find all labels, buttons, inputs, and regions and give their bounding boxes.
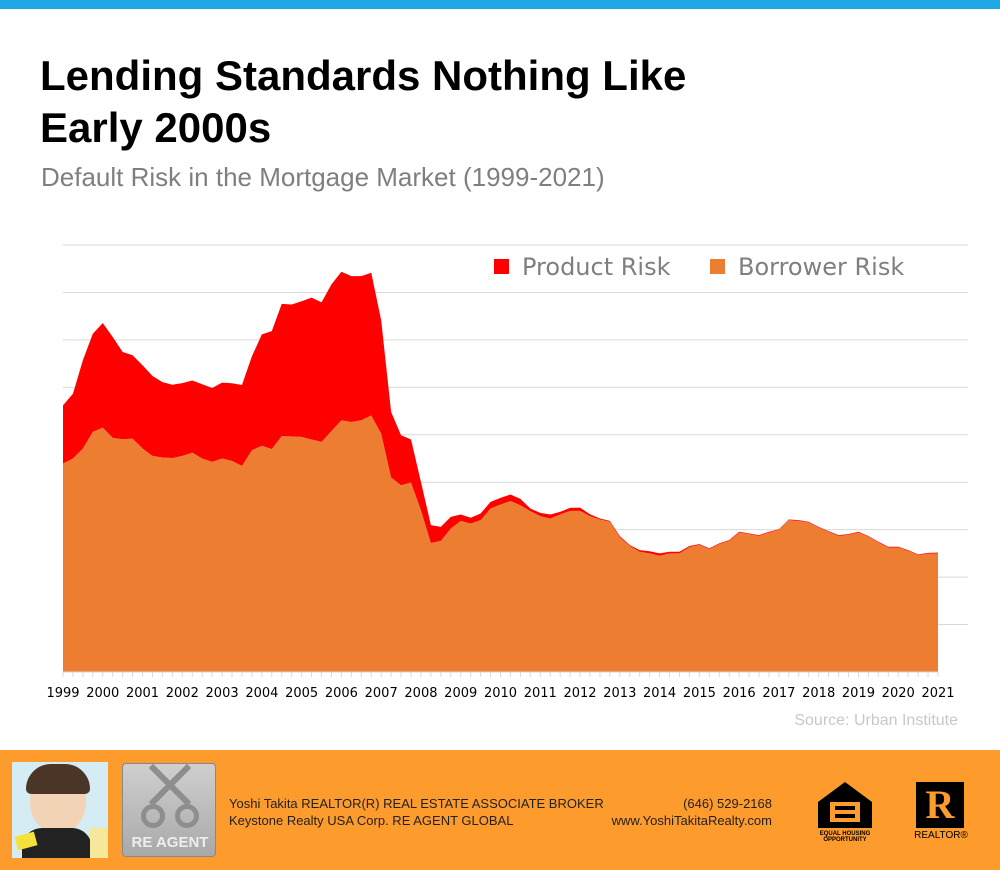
website-link[interactable]: www.YoshiTakitaRealty.com: [611, 813, 772, 828]
x-tick-label: 2002: [166, 686, 199, 701]
agent-caricature-photo: [12, 762, 108, 858]
legend-label-product-risk: Product Risk: [522, 253, 671, 281]
agent-name-line: Yoshi Takita REALTOR(R) REAL ESTATE ASSO…: [229, 796, 604, 811]
source-note: Source: Urban Institute: [794, 712, 958, 729]
x-tick-label: 2006: [325, 686, 358, 701]
re-agent-logo: RE AGENT: [122, 763, 216, 857]
phone-number: (646) 529-2168: [683, 796, 772, 811]
footer: RE AGENT Yoshi Takita REALTOR(R) REAL ES…: [0, 750, 1000, 870]
x-tick-label: 2021: [921, 686, 954, 701]
x-tick-label: 2004: [245, 686, 278, 701]
x-tick-label: 2003: [206, 686, 239, 701]
x-tick-label: 2013: [603, 686, 636, 701]
x-tick-label: 2008: [404, 686, 437, 701]
x-tick-label: 2020: [882, 686, 915, 701]
page-title: Lending Standards Nothing Like Early 200…: [40, 52, 687, 151]
x-tick-label: 2019: [842, 686, 875, 701]
x-tick-label: 2014: [643, 686, 676, 701]
x-tick-label: 2018: [802, 686, 835, 701]
x-tick-label: 2005: [285, 686, 318, 701]
area-borrower-risk: [63, 415, 938, 672]
default-risk-chart: 1999 2000 2001 2002 2003 2004 2005 2006 2007 2008…: [46, 244, 968, 701]
x-tick-label: 2007: [365, 686, 398, 701]
x-tick-label: 2012: [563, 686, 596, 701]
company-line: Keystone Realty USA Corp. RE AGENT GLOBA…: [229, 813, 514, 828]
x-tick-label: 2016: [723, 686, 756, 701]
x-tick-label: 2001: [126, 686, 159, 701]
x-tick-label: 2010: [484, 686, 517, 701]
legend-swatch-borrower-risk: [710, 259, 725, 274]
x-tick-label: 2017: [762, 686, 795, 701]
equal-housing-icon: EQUAL HOUSING OPPORTUNITY: [818, 782, 872, 843]
svg-text:EQUAL HOUSING: EQUAL HOUSING: [820, 831, 871, 837]
svg-text:OPPORTUNITY: OPPORTUNITY: [823, 837, 866, 842]
legend-label-borrower-risk: Borrower Risk: [738, 253, 904, 281]
equal-housing-logo: EQUAL HOUSING OPPORTUNITY: [814, 780, 876, 843]
x-tick-label: 2015: [683, 686, 716, 701]
top-accent-bar: [0, 0, 1000, 9]
legend: Product Risk Borrower Risk: [494, 253, 904, 281]
realtor-logo: R REALTOR®: [914, 782, 968, 841]
x-tick-label: 2000: [86, 686, 119, 701]
x-tick-label: 2011: [524, 686, 557, 701]
area-product-risk: [63, 271, 938, 556]
x-tick-label: 1999: [46, 686, 79, 701]
x-tick-label: 2009: [444, 686, 477, 701]
page-subtitle: Default Risk in the Mortgage Market (199…: [41, 162, 605, 192]
legend-swatch-product-risk: [494, 259, 509, 274]
